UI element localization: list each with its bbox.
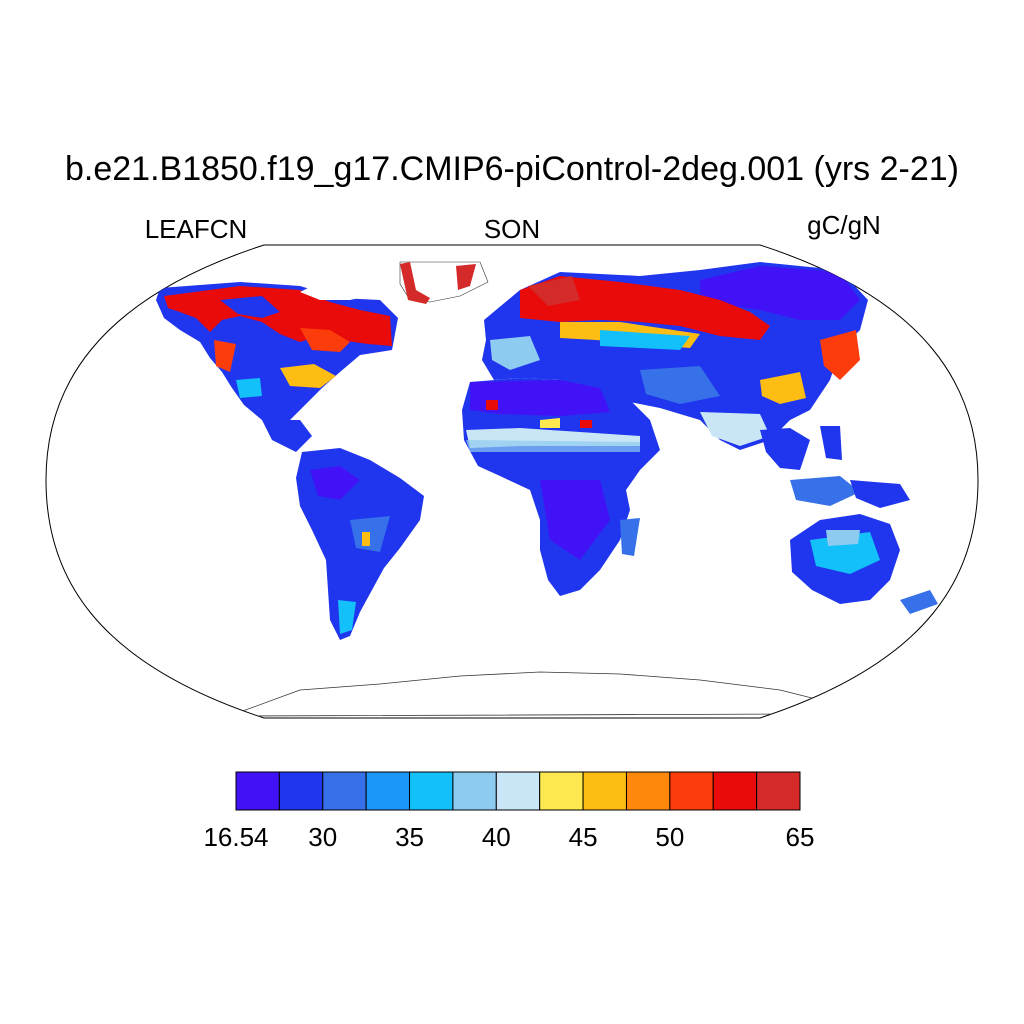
south-america [296, 448, 424, 640]
colorbar-box [235, 771, 280, 811]
land-fields [156, 261, 938, 717]
colorbar-box [582, 771, 627, 811]
australia [790, 514, 938, 614]
colorbar-tick-label: 45 [569, 822, 598, 852]
colorbar-box [409, 771, 454, 811]
colorbar-box [756, 771, 801, 811]
colorbar-tick-label: 50 [655, 822, 684, 852]
colorbar-box [495, 771, 541, 811]
season-label: SON [484, 214, 540, 244]
eurasia [482, 262, 868, 450]
colorbar-box [278, 771, 324, 811]
colorbar-box [712, 771, 758, 811]
greenland [399, 261, 489, 304]
colorbar: 16.54 30 35 40 45 50 65 [203, 771, 815, 852]
africa [462, 378, 660, 596]
colorbar-tick-label: 65 [786, 822, 815, 852]
colorbar-tick-label: 35 [395, 822, 424, 852]
colorbar-box [365, 771, 411, 811]
colorbar-tick-label: 30 [308, 822, 337, 852]
colorbar-box [452, 771, 497, 811]
north-america [156, 272, 398, 452]
variable-label: LEAFCN [145, 214, 248, 244]
colorbar-tick-label: 40 [482, 822, 511, 852]
colorbar-tick-label: 16.54 [203, 822, 268, 852]
southeast-asia [760, 426, 910, 508]
colorbar-box [669, 771, 714, 811]
map-panel [45, 244, 979, 719]
plot-title: b.e21.B1850.f19_g17.CMIP6-piControl-2deg… [65, 150, 959, 188]
colorbar-box [322, 771, 367, 811]
antarctica-coast [239, 671, 821, 717]
units-label: gC/gN [807, 210, 881, 240]
colorbar-box [625, 771, 671, 811]
colorbar-box [539, 771, 584, 811]
